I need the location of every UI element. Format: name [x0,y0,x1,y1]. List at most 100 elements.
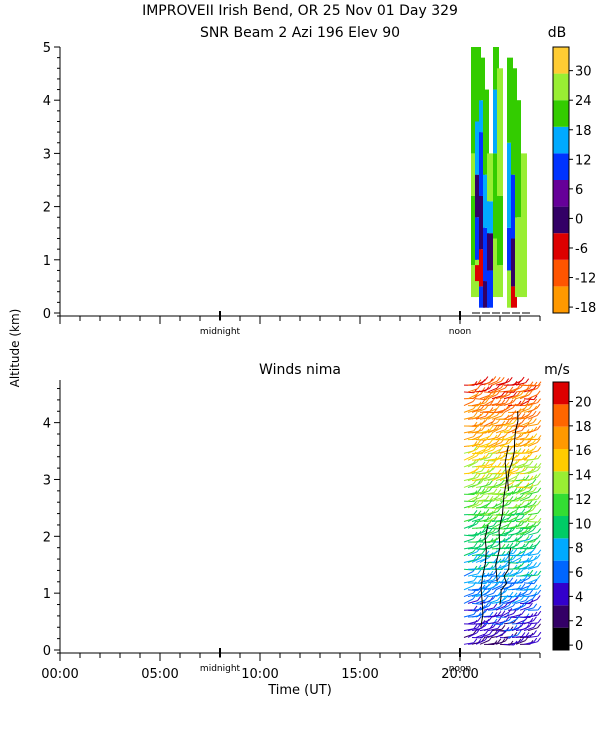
wind-barb [487,516,498,522]
wind-barb [479,523,490,529]
wind-barb [527,484,538,488]
wind-barb [479,531,490,536]
wind-barb-flag [528,417,533,423]
wind-barb-flag [508,615,513,621]
wind-barb [487,380,498,386]
colorbar-label: 0 [575,212,583,227]
wind-barb [519,559,530,563]
wind-barb-flag [517,384,521,389]
snr-cell [471,265,477,298]
wind-contour [480,524,489,628]
wind-barb [511,466,523,469]
wind-barb [515,489,526,495]
wind-barb-flag [484,376,489,381]
wind-barb-flag [508,377,513,382]
wind-barb [467,388,478,393]
wind-barb-flag [481,426,486,431]
wind-barb-flag [497,624,502,629]
snr-cell [493,153,499,239]
wind-barb-flag [497,468,502,474]
wind-barb [475,582,487,585]
wind-barb-flag [497,617,502,623]
wind-barb-flag [537,623,541,629]
wind-barb [471,602,483,605]
wind-barb [527,429,538,434]
colorbar-swatch [553,233,569,260]
wind-barb [527,599,538,604]
wind-barb [527,498,538,502]
wind-barb [523,620,534,625]
wind-barb-flag [521,632,526,637]
wind-barb [523,422,534,427]
x-tick-label: 15:00 [341,667,378,682]
wind-barb [491,502,502,509]
snr-cell [483,227,489,282]
wind-barb [523,398,535,401]
wind-barb [487,579,498,584]
wind-barb [507,572,518,577]
wind-barb-flag [497,638,502,644]
wind-barb-flag [536,438,541,443]
wind-barb [463,408,474,413]
wind-barb [463,462,474,468]
wind-barb-flag [508,472,513,477]
wind-barb [491,415,502,420]
wind-barb-flag [481,474,486,480]
wind-barb [487,632,498,638]
wind-barb [483,421,494,427]
wind-barb [503,401,514,407]
wind-barb-flag [537,570,542,576]
wind-barb [487,422,498,427]
wind-barb-flag [537,562,542,567]
wind-barb-flag [532,546,537,552]
wind-barb [491,387,502,393]
wind-barb [523,598,534,604]
wind-barb [511,504,522,509]
wind-barb-flag [533,486,537,492]
wind-barb [495,565,506,570]
wind-barb-flag [505,439,510,445]
snr-cell [475,217,481,260]
wind-barb [515,545,526,550]
wind-barb [463,633,474,638]
wind-barb [495,504,506,509]
wind-barb [527,394,538,400]
wind-barb [491,623,503,626]
wind-barb-flag [533,623,537,628]
snr-cell [475,174,481,218]
wind-barb-flag [512,601,517,607]
wind-barb [463,436,474,441]
wind-barb [511,386,522,393]
wind-barb [487,394,498,400]
wind-barb [499,523,510,529]
wind-barb-flag [481,466,486,472]
wind-barb [483,469,494,475]
wind-barb-flag [505,398,510,404]
wind-barb-flag [505,617,510,622]
wind-barb [483,598,494,604]
snr-cell [483,281,489,308]
wind-barb [527,544,538,550]
wind-barb [495,435,506,441]
snr-cell [479,100,485,133]
wind-barb-flag [520,533,525,538]
wind-barb [471,593,482,598]
wind-barb-flag [505,425,509,430]
wind-barb-flag [500,444,505,450]
snr-cell [521,153,527,298]
wind-barb [499,449,510,454]
wind-barb [479,557,490,563]
wind-barb [523,550,534,557]
y-tick-label: 1 [43,254,51,269]
wind-barb-flag [533,603,538,609]
wind-barb-flag [501,411,505,417]
wind-barb [463,585,474,591]
wind-barb-flag [497,507,501,512]
wind-barb-flag [537,508,542,514]
wind-barb-flag [537,446,542,452]
wind-barb-flag [492,376,497,381]
wind-barb [479,503,490,509]
wind-barb-flag [505,555,510,561]
wind-barb-flag [473,412,478,418]
